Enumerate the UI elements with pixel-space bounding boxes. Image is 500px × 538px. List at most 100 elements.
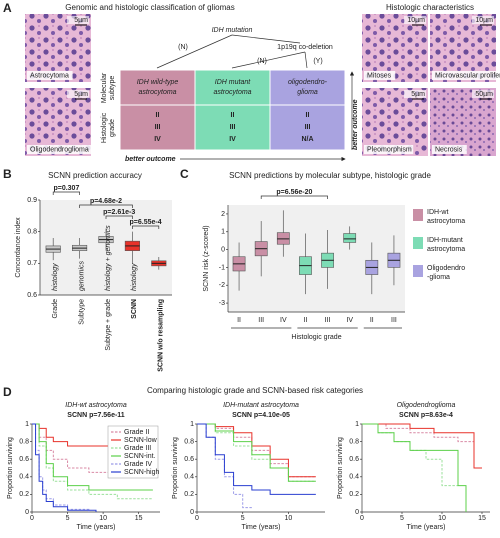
y-tick-label: 1	[190, 421, 194, 428]
x-tick-label: Grade	[52, 299, 59, 319]
subtype-name: glioma	[297, 89, 318, 96]
tree-node: 1p19q co-deletion	[277, 44, 333, 51]
histo-title: Histologic characteristics	[386, 3, 474, 12]
y-tick-label: 0.9	[27, 197, 37, 204]
y-tick-label: 0	[190, 509, 194, 516]
caption-bg	[432, 145, 467, 154]
chart-subtitle: IDH-wt astrocytoma	[65, 402, 127, 409]
chart-subtitle: IDH-mutant astrocytoma	[223, 402, 299, 409]
x-axis-label: Time (years)	[406, 524, 445, 531]
row-label: Molecular	[101, 72, 108, 103]
x-tick-label: 5	[400, 515, 404, 522]
subtype-name: IDH wild-type	[137, 79, 179, 86]
y-tick-label: 1	[25, 421, 29, 428]
y-tick-label: -1	[219, 264, 225, 271]
x-axis-label: Time (years)	[76, 524, 115, 531]
legend-swatch	[413, 237, 423, 249]
tree-edge	[304, 51, 308, 69]
annotation: p=6.56e-20	[276, 189, 312, 196]
plot-bg	[228, 205, 405, 312]
legend-label: SCNN-int.	[124, 453, 156, 460]
box-label: histology	[131, 263, 138, 291]
grade: III	[305, 124, 311, 131]
legend-label: astrocytoma	[427, 218, 465, 225]
x-tick-label: III	[258, 317, 264, 324]
x-tick-label: Subtype	[78, 299, 85, 325]
y-tick-label: 0.6	[349, 456, 359, 463]
scale-label: 5µm	[74, 17, 88, 24]
subtype-name: oligodendro-	[288, 79, 328, 86]
x-tick-label: 0	[30, 515, 34, 522]
tree-root: IDH mutation	[212, 27, 253, 34]
tree-edge-label: (N)	[257, 58, 267, 65]
caption-bg	[27, 71, 73, 80]
y-tick-label: 0	[25, 509, 29, 516]
annotation: p=0.307	[53, 185, 79, 192]
y-tick-label: 0.8	[27, 229, 37, 236]
x-tick-label: 10	[438, 515, 446, 522]
caption: Pleomorphism	[367, 146, 412, 153]
y-tick-label: 0.8	[349, 438, 359, 445]
bracket	[79, 204, 133, 208]
scale-bg	[472, 16, 494, 24]
legend-label: SCNN-low	[124, 437, 158, 444]
grade: III	[155, 124, 161, 131]
y-axis-label: Concordance index	[15, 217, 22, 278]
y-tick-label: 0.4	[184, 474, 194, 481]
x-tick-label: 0	[360, 515, 364, 522]
panel-label: B	[3, 167, 12, 181]
legend-label: IDH-mutant	[427, 237, 463, 244]
y-tick-label: 0.4	[349, 474, 359, 481]
tree-edge	[231, 34, 301, 44]
subtype-name: astrocytoma	[213, 89, 251, 96]
legend-swatch	[413, 265, 423, 277]
chart-subtitle: Oligodendroglioma	[397, 402, 456, 409]
tree-edge	[231, 51, 306, 69]
y-axis-label: SCNN risk (z-scored)	[203, 225, 210, 291]
grade: II	[231, 112, 235, 119]
y-tick-label: 0.2	[349, 491, 359, 498]
grade: N/A	[301, 136, 313, 143]
row-label: subtype	[109, 76, 116, 101]
survival-curve	[197, 423, 316, 495]
row-label: Histologic	[101, 112, 108, 143]
y-tick-label: 2	[221, 211, 225, 218]
y-tick-label: -3	[219, 300, 225, 307]
subtype-cell	[119, 69, 196, 106]
y-tick-label: 0.2	[184, 491, 194, 498]
x-tick-label: SCNN	[131, 299, 138, 319]
x-tick-label: 0	[195, 515, 199, 522]
scale-bg	[404, 16, 426, 24]
legend-label: IDH-wt	[427, 209, 448, 216]
annotation: p=2.61e-3	[103, 209, 135, 216]
box-label: histology + genomics	[105, 225, 112, 291]
y-tick-label: 0.7	[27, 260, 37, 267]
caption: Mitoses	[367, 72, 392, 79]
legend-label: Grade IV	[124, 461, 152, 468]
row-label: grade	[109, 119, 116, 137]
legend-label: Grade II	[124, 429, 149, 436]
survival-curve	[32, 423, 153, 491]
survival-curve	[362, 423, 467, 512]
y-tick-label: 0.8	[184, 438, 194, 445]
tree-edge	[156, 34, 233, 69]
survival-curve	[362, 423, 482, 469]
survival-curve	[362, 423, 474, 443]
panel-title: Comparing histologic grade and SCNN-base…	[147, 386, 363, 395]
outcome-h: better outcome	[125, 156, 176, 163]
x-axis-label: Histologic grade	[291, 334, 341, 341]
panel-title: Genomic and histologic classification of…	[65, 3, 234, 12]
y-tick-label: 1	[221, 229, 225, 236]
panel-label: C	[180, 167, 189, 181]
chart-title: SCNN p=8.63e-4	[399, 412, 453, 419]
survival-curve	[32, 423, 90, 512]
annotation: p=4.68e-2	[90, 198, 122, 205]
y-tick-label: 0	[355, 509, 359, 516]
scale-label: 5µm	[74, 91, 88, 98]
caption: Astrocytoma	[30, 72, 69, 79]
caption: Microvascular proliferation	[435, 72, 500, 79]
grade: II	[156, 112, 160, 119]
x-tick-label: 5	[66, 515, 70, 522]
scale-bg	[472, 90, 494, 98]
